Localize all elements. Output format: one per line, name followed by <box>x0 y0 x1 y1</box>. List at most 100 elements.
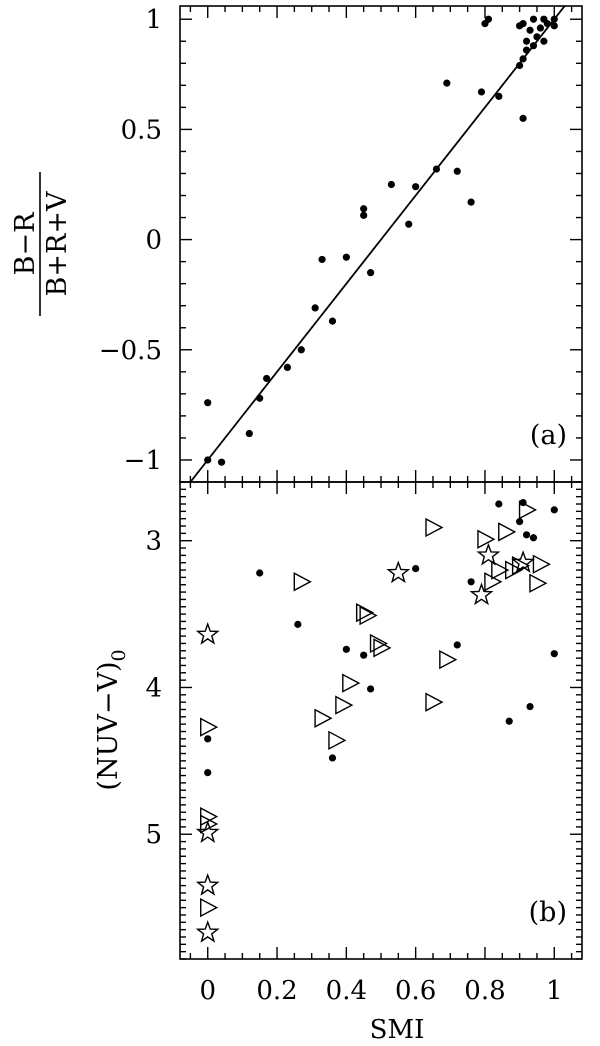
panel-b-star-point <box>511 550 536 573</box>
panel-b-triangle-point <box>484 572 503 592</box>
panel-b-triangle-point <box>425 517 444 538</box>
panel-b-point <box>328 754 337 762</box>
panel-a-y-axis-label: B−R B+R+V <box>10 172 73 316</box>
panel-b-y-tick-label: 3 <box>145 527 162 557</box>
panel-b-point <box>516 518 524 526</box>
panel-b-x-tick-label: 1 <box>546 976 563 1006</box>
panel-a-point <box>263 374 271 383</box>
panel-a-point <box>412 183 420 191</box>
panel-b-ticks <box>180 481 582 960</box>
panel-a: 1 0.5 0 −0.5 −1 (a) B−R B+R+V <box>10 5 583 483</box>
panel-a-label: (a) <box>530 420 567 451</box>
panel-b: 3 4 5 0 0.2 0.4 0.6 0.8 1 (b) SMI (NUV−V)0 <box>93 481 583 1045</box>
panel-b-point <box>505 717 513 725</box>
panel-b-triangle-point <box>328 730 347 750</box>
panel-b-triangle-point <box>518 500 538 520</box>
panel-a-point <box>526 26 534 34</box>
panel-b-point <box>412 564 420 573</box>
panel-b-star-point <box>476 542 501 566</box>
panel-b-point <box>526 702 534 711</box>
panel-b-label: (b) <box>529 897 567 928</box>
panel-a-point <box>543 20 551 28</box>
panel-b-point <box>453 641 461 649</box>
panel-b-triangle-point <box>335 695 354 715</box>
panel-b-x-axis-label: SMI <box>370 1015 425 1045</box>
panel-a-point <box>519 114 527 122</box>
panel-a-point <box>540 37 548 45</box>
panel-a-point <box>550 22 558 30</box>
panel-b-star-point <box>195 622 220 645</box>
panel-b-point <box>294 620 302 628</box>
panel-b-triangle-point <box>373 638 392 658</box>
panel-b-x-tick-label: 0.4 <box>326 976 367 1006</box>
panel-b-triangle-point <box>477 529 496 549</box>
panel-b-x-tick-label: 0 <box>199 976 216 1006</box>
panel-b-triangle-point <box>425 692 444 712</box>
panel-b-star-point <box>195 873 220 896</box>
panel-a-point <box>477 88 486 96</box>
panel-b-triangle-point <box>511 555 531 576</box>
panel-a-point <box>495 92 503 100</box>
panel-a-point <box>516 61 524 70</box>
panel-a-point <box>484 15 493 23</box>
panel-a-point <box>318 255 326 264</box>
panel-a-point <box>519 55 527 63</box>
panel-b-point <box>342 645 350 653</box>
panel-a-y-tick-label: 0.5 <box>121 115 162 145</box>
panel-a-point <box>204 399 212 407</box>
panel-a-point <box>367 269 375 277</box>
panel-a-frame <box>179 5 583 483</box>
panel-b-y-tick-label: 4 <box>145 673 162 703</box>
panel-b-y-axis-label: (NUV−V)0 <box>93 649 130 790</box>
panel-a-y-tick-labels: 1 0.5 0 −0.5 −1 <box>99 5 162 476</box>
panel-b-triangle-point <box>491 560 510 580</box>
panel-b-x-tick-label: 0.6 <box>395 976 436 1006</box>
panel-a-y-tick-label: 1 <box>145 5 162 35</box>
panel-a-point <box>360 205 368 213</box>
panel-b-triangle-point <box>200 897 219 918</box>
panel-b-triangle-point <box>342 673 361 693</box>
panel-a-y-tick-label: 0 <box>145 226 162 256</box>
panel-b-triangle-point <box>293 572 312 592</box>
panel-a-point <box>311 304 319 312</box>
panel-b-triangle-point <box>314 708 333 728</box>
panel-a-point <box>387 180 395 189</box>
panel-b-x-tick-label: 0.8 <box>464 976 505 1006</box>
panel-a-point <box>256 394 264 402</box>
panel-a-point <box>283 363 292 372</box>
panel-a-point <box>342 253 350 261</box>
panel-b-x-tick-label: 0.2 <box>256 976 297 1006</box>
panel-a-point <box>522 46 531 54</box>
panel-a-point <box>405 220 413 228</box>
panel-b-point <box>550 650 558 658</box>
panel-b-point <box>256 569 264 577</box>
panel-b-point <box>495 500 503 508</box>
panel-b-triangle-point <box>355 602 375 623</box>
panel-a-fit-line <box>189 6 566 482</box>
panel-b-x-tick-labels: 0 0.2 0.4 0.6 0.8 1 <box>199 976 562 1006</box>
panel-a-ticks <box>180 6 582 483</box>
panel-b-y-label-text: (NUV−V)0 <box>93 649 130 790</box>
panel-a-y-tick-label: −0.5 <box>99 336 162 366</box>
panel-a-point <box>360 211 368 219</box>
panel-a-point <box>328 317 337 325</box>
panel-a-point <box>217 458 226 466</box>
panel-b-y-tick-label: 5 <box>145 820 162 850</box>
panel-b-triangle-point <box>439 649 458 670</box>
panel-b-point <box>522 531 531 539</box>
panel-b-star-point <box>469 582 494 606</box>
panel-b-triangle-point <box>200 717 219 737</box>
panel-b-triangle-point <box>529 573 548 593</box>
panel-b-star-point <box>195 920 220 943</box>
panel-a-point <box>529 42 538 50</box>
panel-a-point <box>519 20 527 28</box>
panel-b-point <box>204 769 212 777</box>
panel-b-triangle-point <box>200 814 219 834</box>
panel-a-plot <box>189 6 566 482</box>
panel-a-y-label-denominator: B+R+V <box>42 191 73 296</box>
panel-b-plot <box>195 498 558 943</box>
panel-b-point <box>467 578 475 586</box>
panel-b-frame <box>179 481 583 960</box>
panel-a-point <box>522 37 531 45</box>
